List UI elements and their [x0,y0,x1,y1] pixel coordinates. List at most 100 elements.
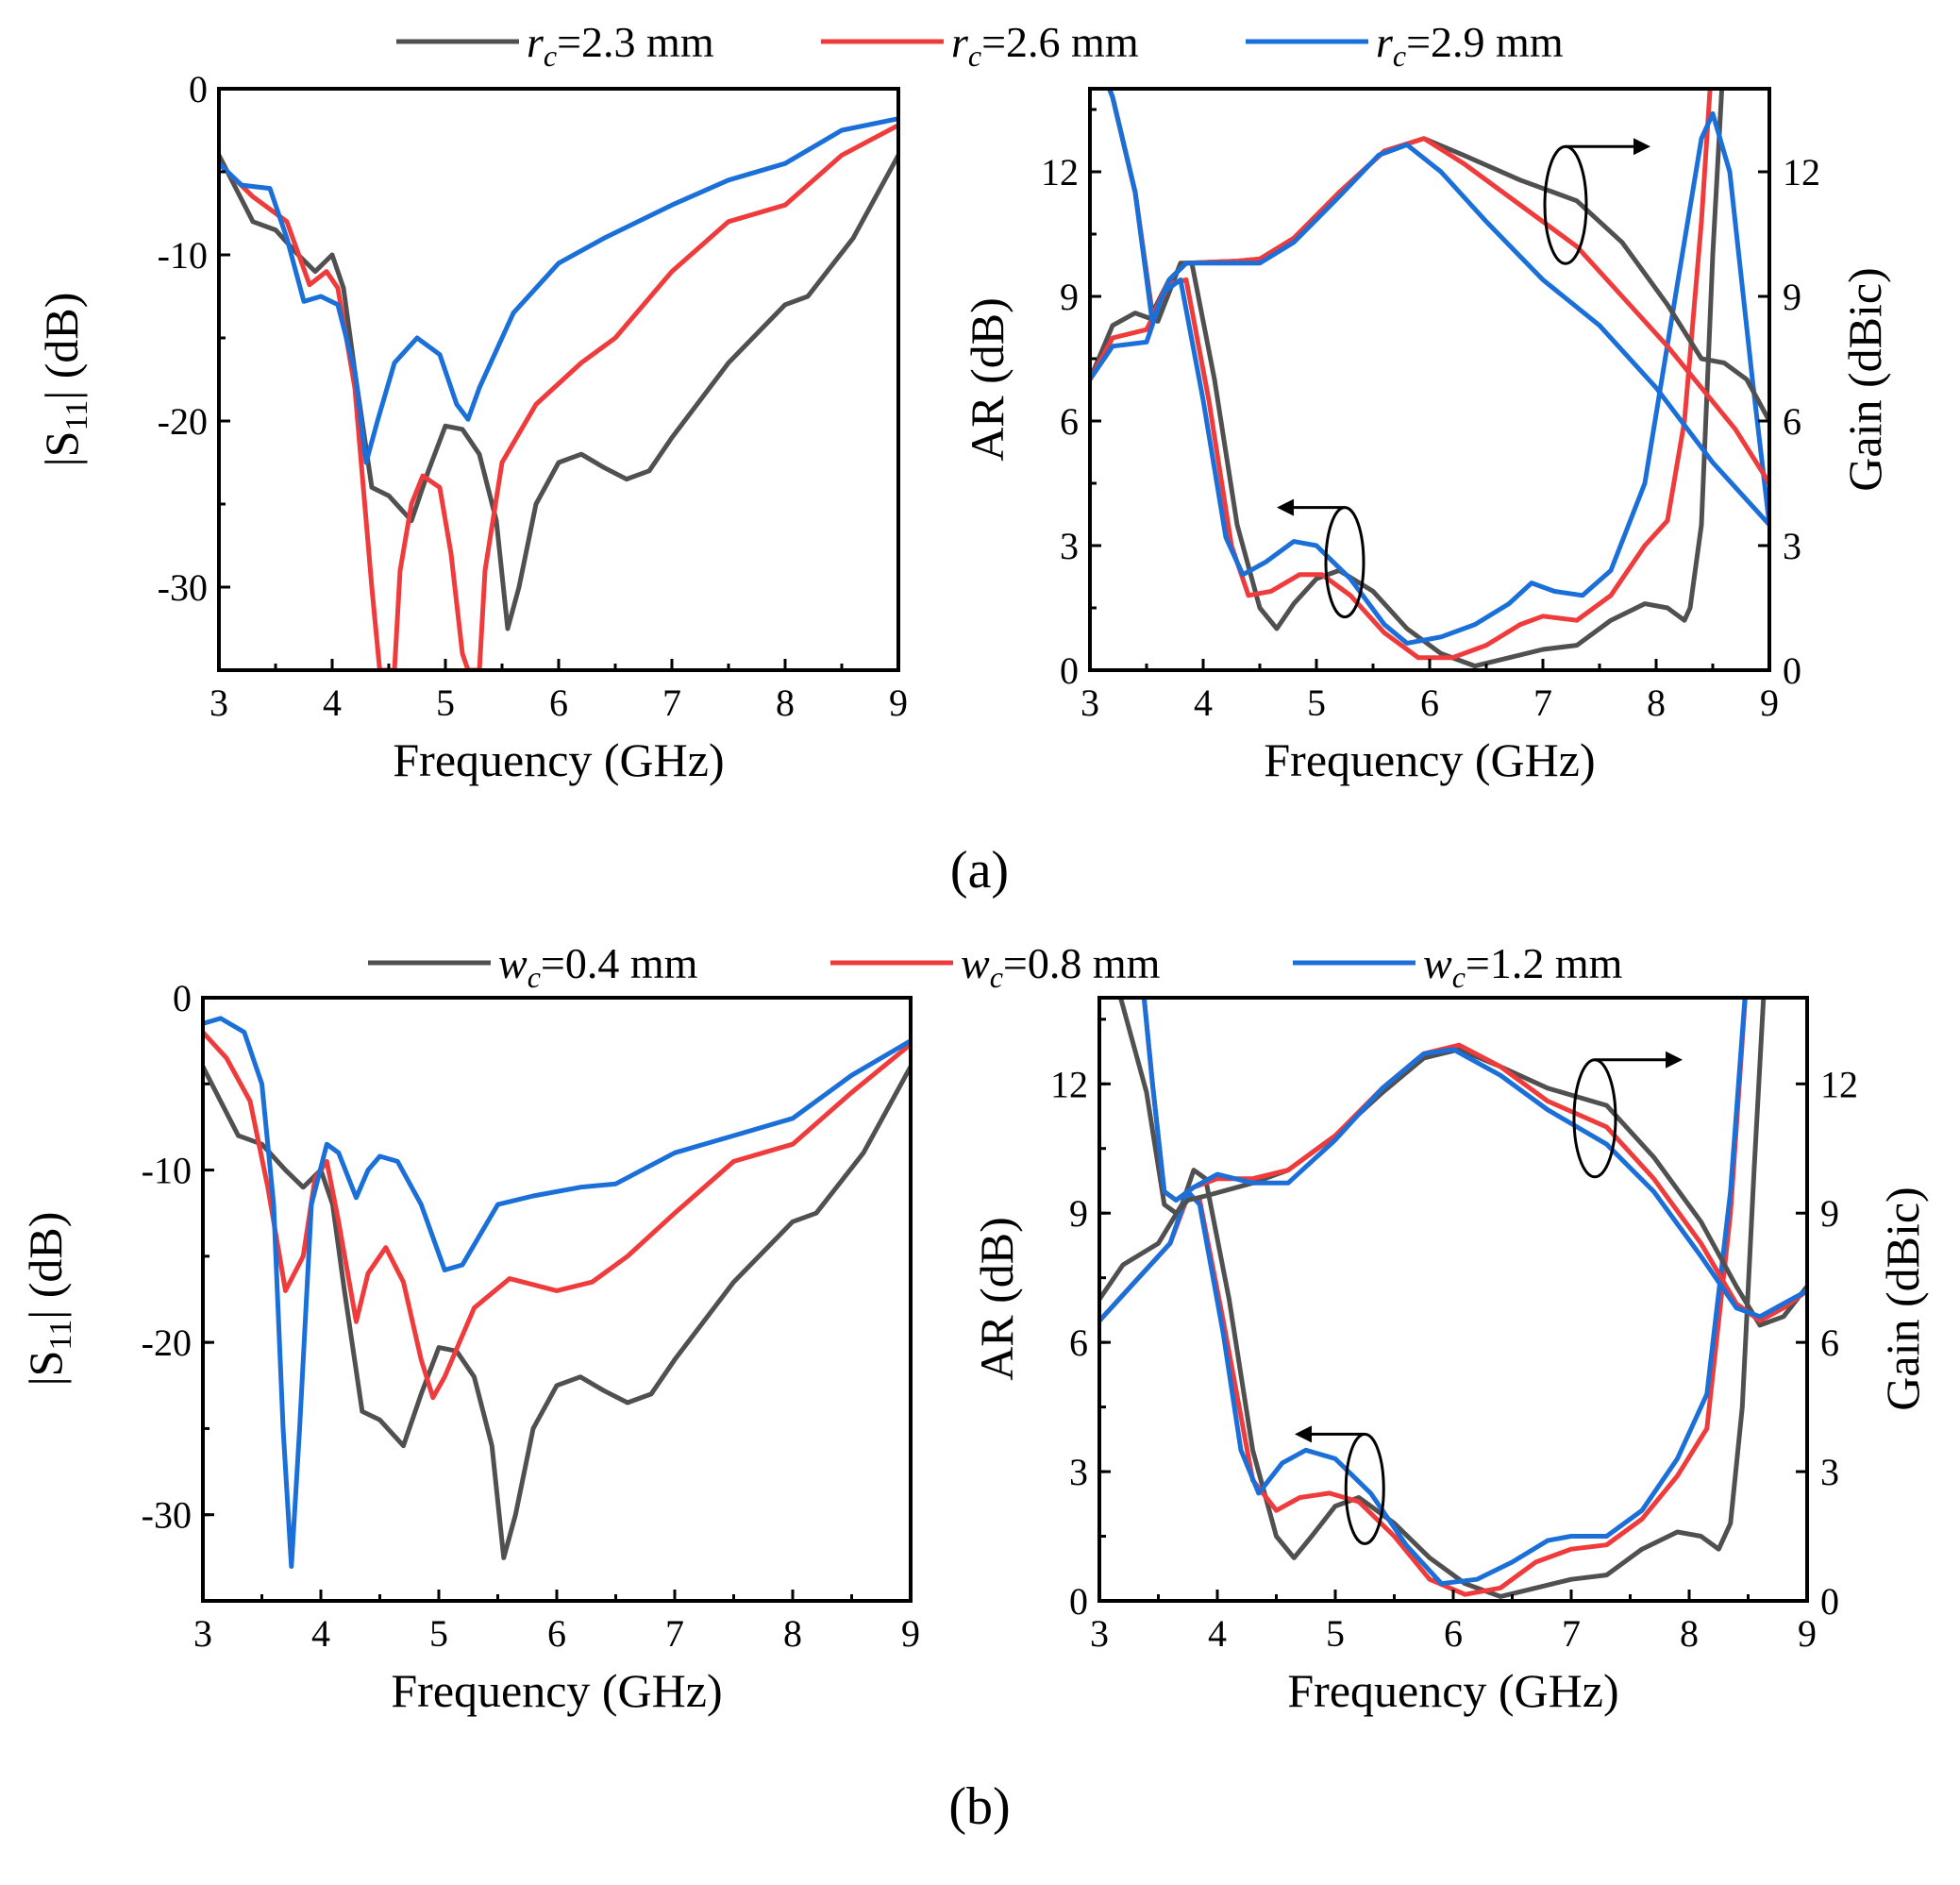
y-tick-label: -30 [158,566,208,609]
y-tick-label: 6 [1060,400,1079,443]
y-axis-title: AR (dB) [970,1217,1023,1381]
ar-arrow-head [1295,1425,1312,1443]
series-line-2 [203,1030,911,1401]
y2-tick-label: 6 [1820,1321,1839,1364]
series-line-3 [203,1016,911,1569]
x-tick-label: 8 [783,1612,802,1655]
series-line-3 [219,116,898,465]
gain-arrow-head [1633,138,1650,156]
y2-tick-label: 0 [1783,649,1801,692]
plot-frame [201,996,913,1603]
x-tick-label: 8 [776,682,795,724]
plot-frame [1097,996,1809,1603]
series-group [219,116,898,670]
x-tick-label: 7 [662,682,681,724]
x-tick-label: 4 [1194,682,1213,724]
legend-label-1: rc=2.3 mm [527,18,714,73]
legend-a: rc=2.3 mm rc=2.6 mm rc=2.9 mm [396,18,1564,73]
x-tick-label: 3 [1090,1612,1109,1655]
y2-tick-label: 3 [1820,1451,1839,1493]
x-tick-label: 7 [665,1612,684,1655]
series-line-1 [219,154,898,631]
x-tick-label: 9 [889,682,908,724]
panel-label-b: (b) [948,1777,1010,1836]
gain-arrow-head [1666,1051,1683,1069]
series-group [1099,998,1807,1599]
panel-label-a: (a) [950,841,1009,900]
series-line-3 [1099,998,1748,1587]
y-tick-label: 3 [1069,1451,1088,1493]
y-tick-label: 0 [173,977,192,1019]
y2-tick-label: 6 [1783,400,1801,443]
y2-tick-label: 0 [1820,1580,1839,1623]
chart-a-s11: 3 4 5 6 7 8 9 Frequency (GHz) 0 -10 -20 -30 |S11| (d… [35,68,908,786]
x-tick-label: 4 [323,682,342,724]
y-axis-title: AR (dB) [961,297,1014,462]
series-line-6 [1141,998,1807,1320]
x-tick-label: 5 [1326,1612,1345,1655]
y-tick-label: -30 [142,1494,192,1537]
y-tick-label: 6 [1069,1321,1088,1364]
legend-label-2: rc=2.6 mm [951,18,1139,73]
x-tick-label: 6 [1444,1612,1463,1655]
x-tick-label: 8 [1680,1612,1699,1655]
y-tick-label: 0 [1060,649,1079,692]
y-tick-label: 9 [1060,276,1079,318]
series-line-1 [203,1065,911,1560]
y2-tick-label: 3 [1783,525,1801,567]
legend-label-1: wc=0.4 mm [498,939,698,994]
legend-label-3: rc=2.9 mm [1376,18,1564,73]
series-line-2 [219,123,898,670]
legend-label-3: wc=1.2 mm [1423,939,1623,994]
y-axis-title: |S11| (dB) [19,1212,78,1387]
legend-label-2: wc=0.8 mm [961,939,1161,994]
series-line-6 [1106,89,1769,527]
x-axis-title: Frequency (GHz) [391,1664,722,1717]
x-tick-label: 4 [1208,1612,1227,1655]
y2-tick-label: 9 [1820,1192,1839,1235]
y-tick-label: 3 [1060,525,1079,567]
plot-frame [217,87,900,672]
x-tick-label: 9 [1760,682,1779,724]
y-tick-label: -20 [142,1321,192,1364]
x-tick-label: 5 [436,682,455,724]
series-group [1090,89,1769,669]
y2-axis-title: Gain (dBic) [1838,267,1891,491]
x-tick-label: 5 [1307,682,1326,724]
x-axis-title: Frequency (GHz) [393,733,724,786]
x-axis-title: Frequency (GHz) [1264,733,1595,786]
y2-tick-label: 12 [1783,151,1820,194]
y-axis-title: |S11| (dB) [35,293,94,467]
x-tick-label: 9 [1798,1612,1817,1655]
y-tick-label: 0 [189,68,208,110]
y2-tick-label: 12 [1820,1063,1858,1105]
chart-b-s11: 3 4 5 6 7 8 9 Frequency (GHz) 0 -10 -20 -30 |S11| (d… [19,977,920,1717]
x-tick-label: 3 [209,682,228,724]
y-tick-label: 12 [1050,1063,1088,1105]
y-tick-label: -10 [158,234,208,277]
x-tick-label: 6 [547,1612,566,1655]
plot-frame [1088,87,1771,672]
series-line-1 [1099,998,1767,1599]
series-line-5 [1106,89,1769,485]
y2-axis-title: Gain (dBic) [1876,1187,1929,1410]
gain-annotation-ellipse [1572,1058,1617,1179]
y-tick-label: 0 [1069,1580,1088,1623]
ar-arrow-head [1277,498,1294,516]
x-axis-title: Frequency (GHz) [1287,1664,1618,1717]
series-line-2 [1090,89,1713,661]
y2-tick-label: 9 [1783,276,1801,318]
x-tick-label: 4 [311,1612,330,1655]
x-tick-label: 6 [1420,682,1439,724]
x-tick-label: 9 [901,1612,920,1655]
x-tick-label: 5 [429,1612,448,1655]
x-tick-label: 8 [1647,682,1666,724]
legend-b: wc=0.4 mm wc=0.8 mm wc=1.2 mm [368,939,1623,994]
x-tick-label: 7 [1562,1612,1581,1655]
y-tick-label: 12 [1041,151,1079,194]
x-tick-label: 6 [549,682,568,724]
x-tick-label: 3 [1081,682,1099,724]
series-line-4 [1117,998,1807,1328]
